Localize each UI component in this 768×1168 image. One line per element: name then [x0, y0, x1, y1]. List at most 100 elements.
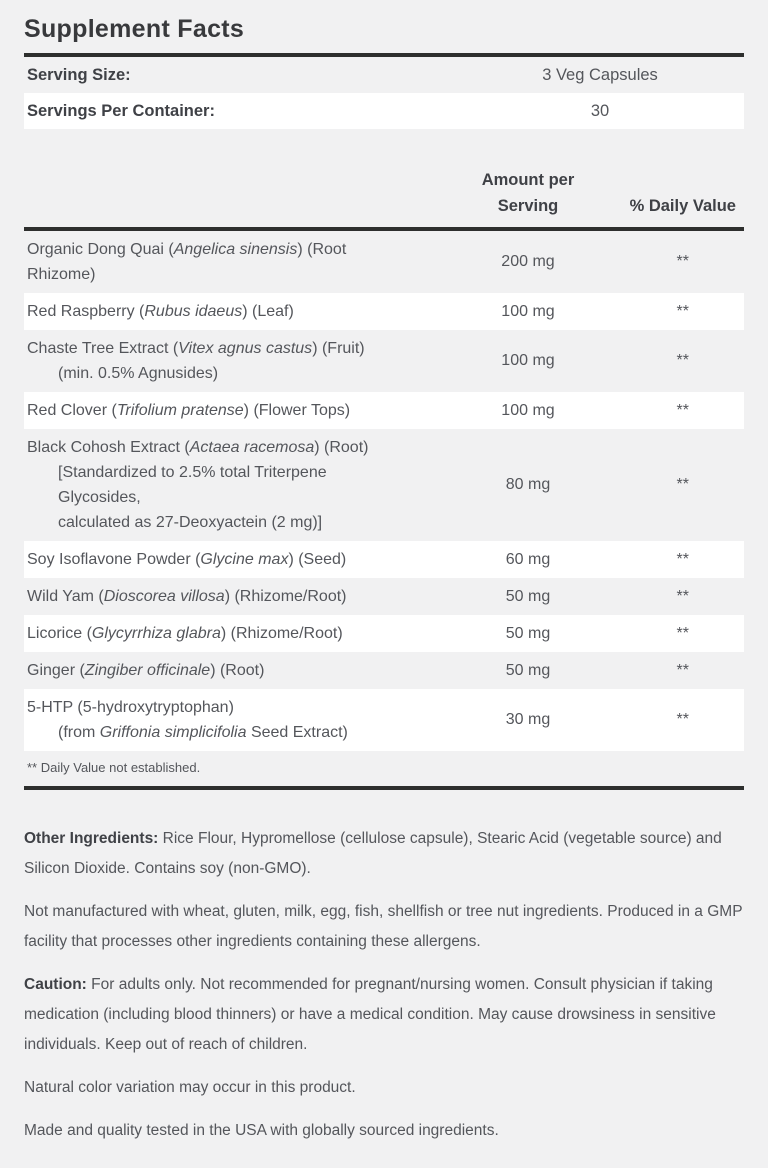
ingredient-text: Red Clover (: [27, 402, 117, 419]
amount-cell: 80 mg: [505, 476, 551, 493]
ingredient-name: Wild Yam (Dioscorea villosa) (Rhizome/Ro…: [24, 584, 434, 609]
table-row: Red Raspberry (Rubus idaeus) (Leaf) 100 m…: [24, 293, 744, 330]
table-row: 5-HTP (5-hydroxytryptophan) (from Griffon…: [24, 689, 744, 751]
botanical-name: Glycyrrhiza glabra: [91, 625, 221, 642]
ingredient-text: [Standardized to 2.5% total Triterpene: [58, 464, 327, 481]
ingredient-name: Black Cohosh Extract (Actaea racemosa) (…: [24, 435, 434, 535]
botanical-name: Actaea racemosa: [189, 439, 315, 456]
ingredient-text: Seed Extract): [246, 724, 348, 741]
ingredient-table: Organic Dong Quai (Angelica sinensis) (R…: [24, 231, 744, 751]
paragraph-bold-prefix: Other Ingredients:: [24, 830, 163, 847]
ingredient-name-line: Red Clover (Trifolium pratense) (Flower …: [27, 398, 434, 423]
ingredient-text: Ginger (: [27, 662, 85, 679]
ingredient-text: (min. 0.5% Agnusides): [58, 365, 219, 382]
ingredient-name-line: [Standardized to 2.5% total Triterpene: [27, 460, 434, 485]
table-row: Organic Dong Quai (Angelica sinensis) (R…: [24, 231, 744, 293]
ingredient-name-line: calculated as 27-Deoxyactein (2 mg)]: [27, 510, 434, 535]
paragraph: Made and quality tested in the USA with …: [24, 1122, 499, 1139]
servings-per-container-row: Servings Per Container: 30: [24, 93, 744, 129]
ingredient-text: ) (Rhizome/Root): [224, 588, 347, 605]
ingredient-text: ) (Seed): [288, 551, 347, 568]
paragraph-bold-prefix: Caution:: [24, 976, 92, 993]
info-paragraphs: Other Ingredients: Rice Flour, Hypromell…: [24, 790, 744, 1146]
ingredient-name-line: Ginger (Zingiber officinale) (Root): [27, 658, 434, 683]
daily-value-header: % Daily Value: [629, 197, 736, 215]
botanical-name: Glycine max: [200, 551, 289, 568]
paragraph: Natural color variation may occur in thi…: [24, 1079, 356, 1096]
divider-top: [24, 53, 744, 57]
ingredient-text: ) (Fruit): [312, 340, 365, 357]
amount-header-line1: Amount per: [481, 171, 575, 189]
daily-value-cell: **: [676, 624, 689, 642]
amount-cell: 60 mg: [505, 550, 551, 568]
table-row: Red Clover (Trifolium pratense) (Flower …: [24, 392, 744, 429]
daily-value-cell: **: [676, 661, 689, 679]
table-row: Licorice (Glycyrrhiza glabra) (Rhizome/R…: [24, 615, 744, 652]
botanical-name: Trifolium pratense: [116, 402, 244, 419]
ingredient-name-line: Glycosides,: [27, 485, 434, 510]
paragraph: Not manufactured with wheat, gluten, mil…: [24, 903, 743, 950]
ingredient-text: Organic Dong Quai (: [27, 241, 174, 258]
table-row: Black Cohosh Extract (Actaea racemosa) (…: [24, 429, 744, 541]
amount-header-line2: Serving: [497, 197, 559, 215]
table-row: Chaste Tree Extract (Vitex agnus castus)…: [24, 330, 744, 392]
amount-per-serving-header: Amount per Serving: [434, 167, 621, 219]
ingredient-text: ) (Flower Tops): [243, 402, 351, 419]
botanical-name: Zingiber officinale: [84, 662, 211, 679]
ingredient-text: Chaste Tree Extract (: [27, 340, 179, 357]
ingredient-name: Red Raspberry (Rubus idaeus) (Leaf): [24, 299, 434, 324]
ingredient-name-line: 5-HTP (5-hydroxytryptophan): [27, 695, 434, 720]
table-row: Wild Yam (Dioscorea villosa) (Rhizome/Ro…: [24, 578, 744, 615]
paragraph: Caution: For adults only. Not recommende…: [24, 976, 716, 1053]
botanical-name: Rubus idaeus: [144, 303, 243, 320]
daily-value-cell: **: [676, 401, 689, 419]
paragraph: Other Ingredients: Rice Flour, Hypromell…: [24, 830, 722, 877]
ingredient-text: Soy Isoflavone Powder (: [27, 551, 201, 568]
ingredient-name-line: Red Raspberry (Rubus idaeus) (Leaf): [27, 299, 434, 324]
ingredient-text: (from: [58, 724, 100, 741]
botanical-name: Griffonia simplicifolia: [99, 724, 247, 741]
botanical-name: Angelica sinensis: [173, 241, 298, 258]
divider-header: [24, 227, 744, 231]
amount-cell: 100 mg: [501, 401, 555, 419]
ingredient-name-line: Organic Dong Quai (Angelica sinensis) (R…: [27, 237, 434, 262]
daily-value-cell: **: [676, 352, 689, 369]
page-title: Supplement Facts: [24, 15, 245, 43]
ingredient-name-line: (min. 0.5% Agnusides): [27, 361, 434, 386]
ingredient-name-line: Licorice (Glycyrrhiza glabra) (Rhizome/R…: [27, 621, 434, 646]
ingredient-name: Ginger (Zingiber officinale) (Root): [24, 658, 434, 683]
daily-value-cell: **: [676, 711, 689, 728]
servings-per-container-label: Servings Per Container:: [27, 101, 215, 120]
ingredient-name-line: Chaste Tree Extract (Vitex agnus castus)…: [27, 336, 434, 361]
ingredient-name: Licorice (Glycyrrhiza glabra) (Rhizome/R…: [24, 621, 434, 646]
ingredient-name: Red Clover (Trifolium pratense) (Flower …: [24, 398, 434, 423]
ingredient-text: Licorice (: [27, 625, 92, 642]
amount-cell: 100 mg: [501, 302, 555, 320]
ingredient-name-line: Wild Yam (Dioscorea villosa) (Rhizome/Ro…: [27, 584, 434, 609]
daily-value-cell: **: [676, 253, 689, 270]
ingredient-name-line: Rhizome): [27, 262, 434, 287]
ingredient-text: Black Cohosh Extract (: [27, 439, 190, 456]
amount-cell: 50 mg: [505, 587, 551, 605]
daily-value-footnote: ** Daily Value not established.: [27, 760, 201, 775]
ingredient-name-line: Soy Isoflavone Powder (Glycine max) (See…: [27, 547, 434, 572]
botanical-name: Vitex agnus castus: [178, 340, 313, 357]
serving-size-value: 3 Veg Capsules: [542, 65, 658, 84]
ingredient-text: Rhizome): [27, 266, 96, 283]
serving-size-row: Serving Size: 3 Veg Capsules: [24, 57, 744, 93]
ingredient-text: 5-HTP (5-hydroxytryptophan): [27, 699, 234, 716]
amount-cell: 200 mg: [501, 253, 555, 270]
ingredient-name: Soy Isoflavone Powder (Glycine max) (See…: [24, 547, 434, 572]
ingredient-name: Organic Dong Quai (Angelica sinensis) (R…: [24, 237, 434, 287]
table-row: Ginger (Zingiber officinale) (Root) 50 mg…: [24, 652, 744, 689]
ingredient-text: Wild Yam (: [27, 588, 104, 605]
daily-value-cell: **: [676, 302, 689, 320]
botanical-name: Dioscorea villosa: [103, 588, 225, 605]
ingredient-text: ) (Rhizome/Root): [220, 625, 343, 642]
ingredient-text: calculated as 27-Deoxyactein (2 mg)]: [58, 514, 323, 531]
ingredient-text: ) (Root: [297, 241, 347, 258]
daily-value-cell: **: [676, 476, 689, 493]
daily-value-cell: **: [676, 587, 689, 605]
amount-cell: 100 mg: [501, 352, 555, 369]
